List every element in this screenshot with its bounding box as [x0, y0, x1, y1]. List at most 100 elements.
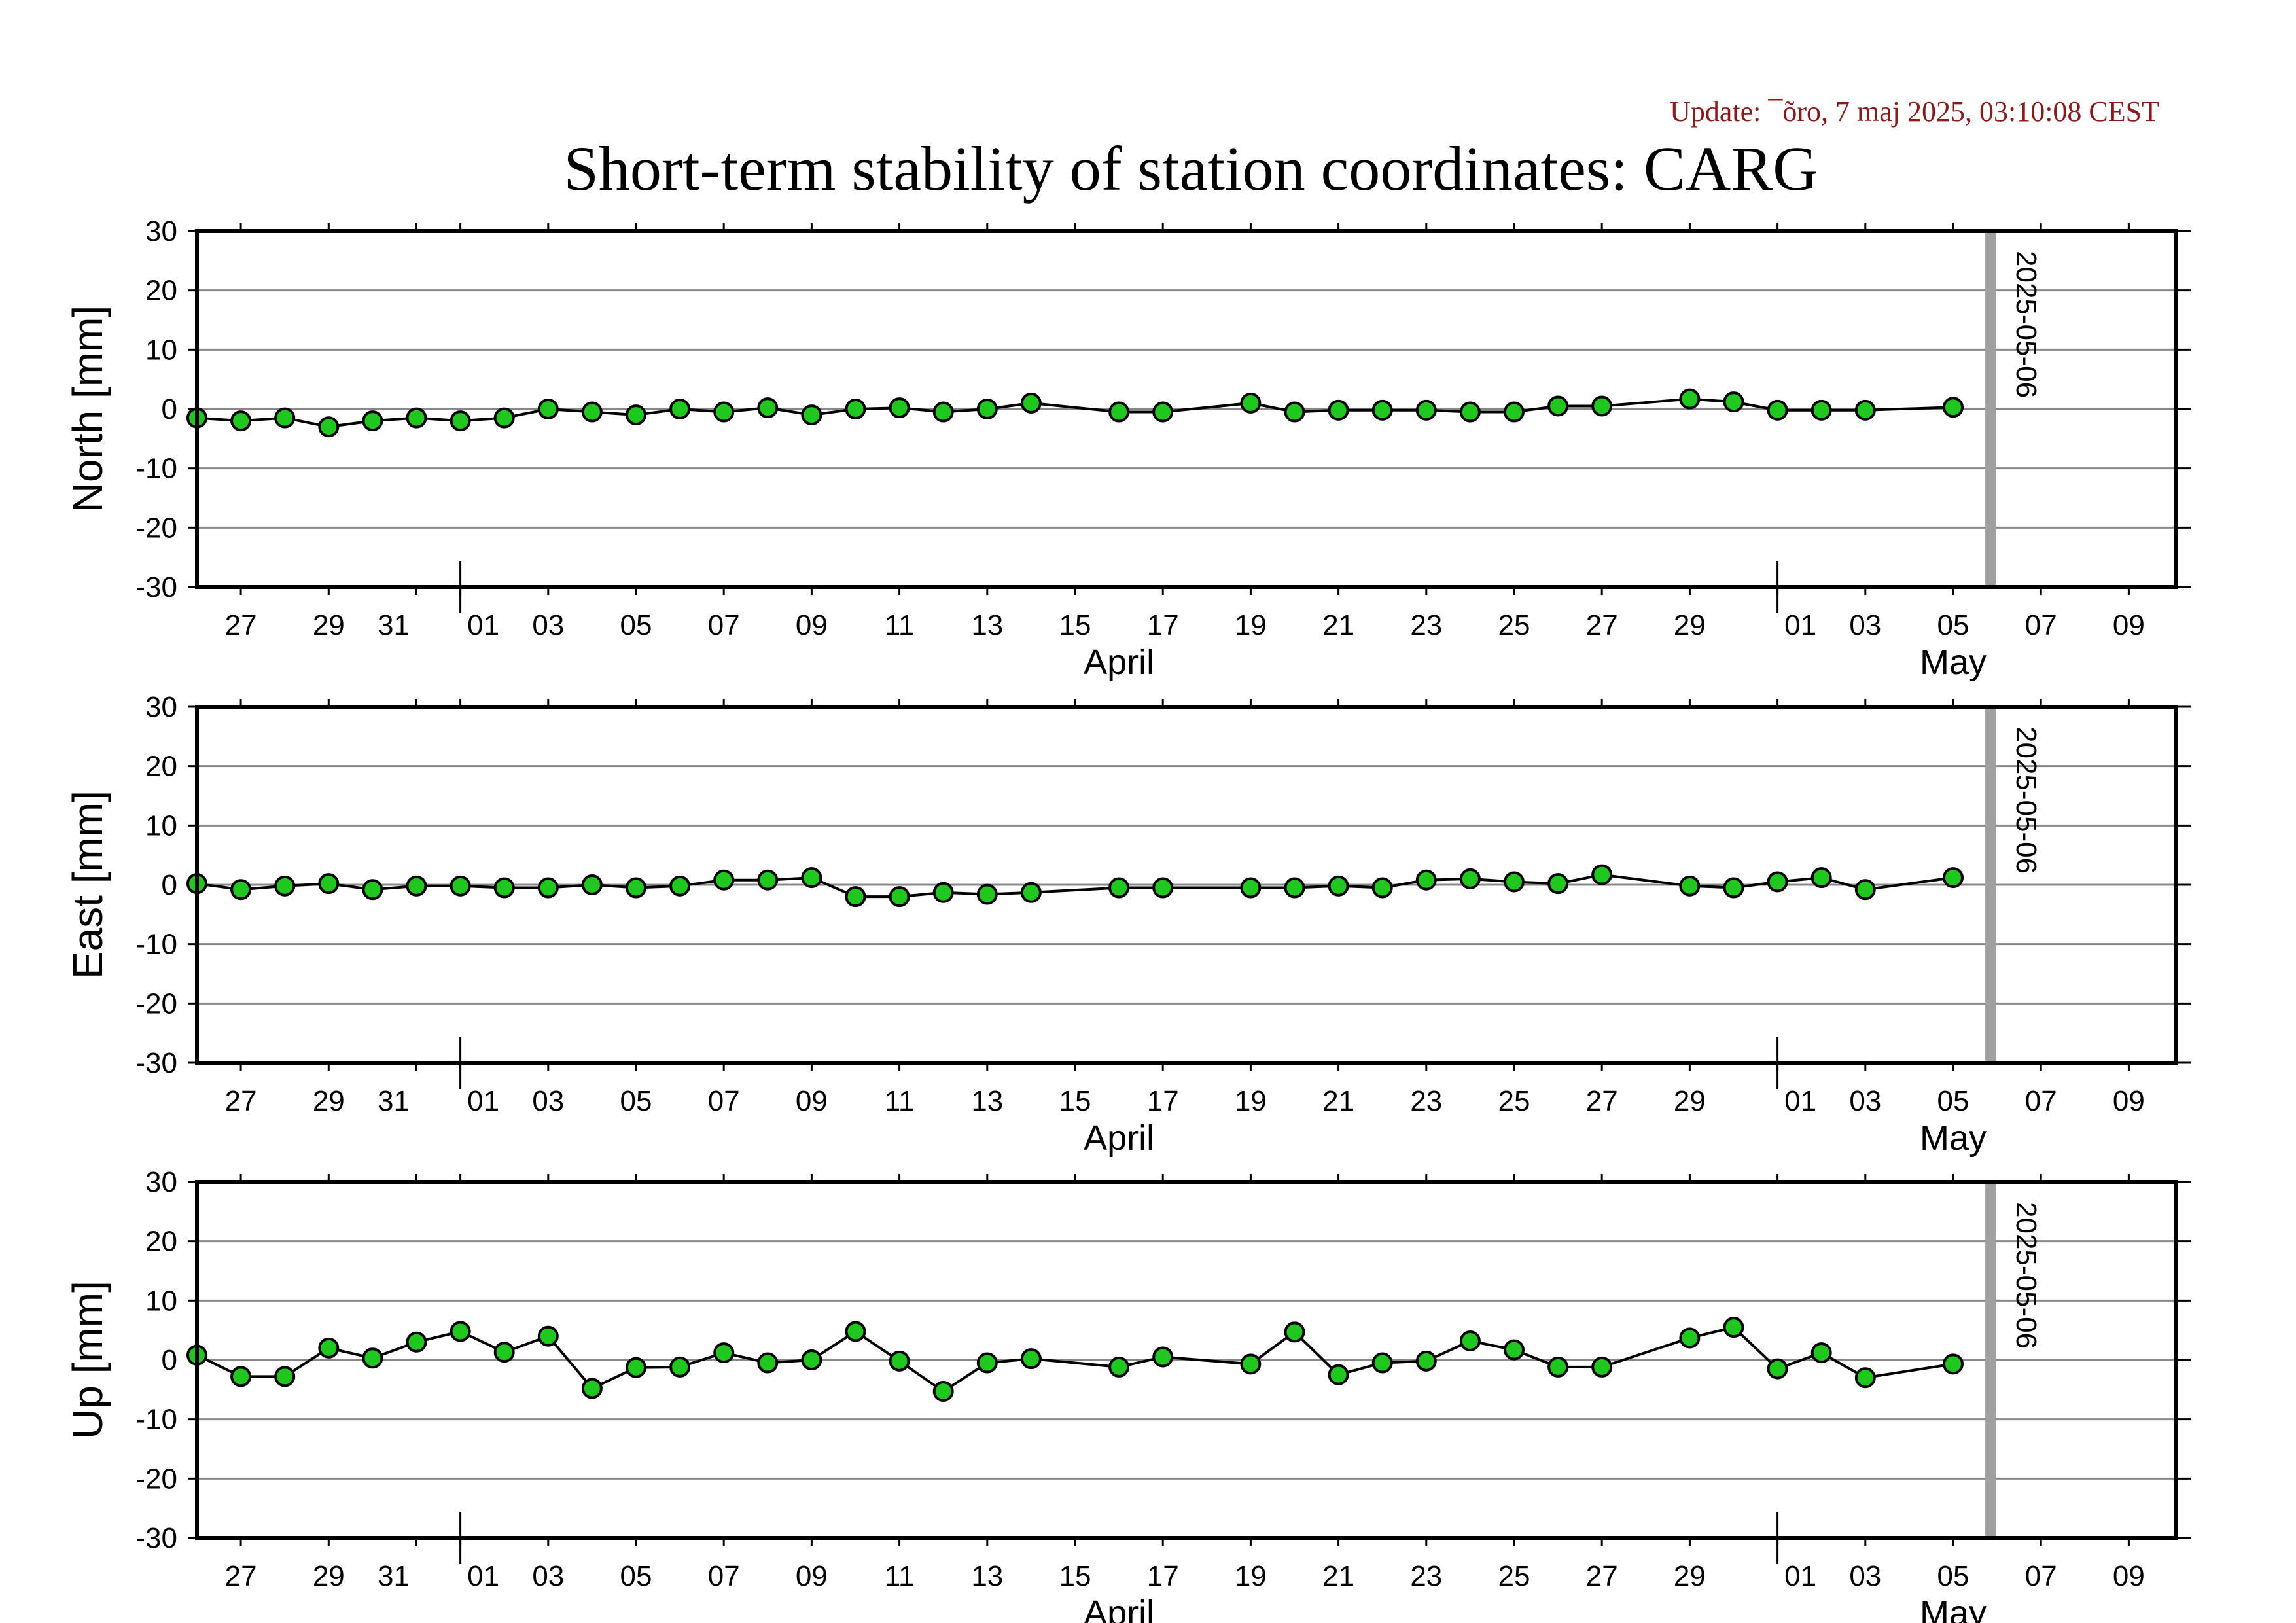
data-point [493, 407, 515, 429]
x-month-label: April [1084, 643, 1154, 682]
x-tick-label: 05 [1937, 1560, 1969, 1592]
y-tick-label: 0 [162, 393, 177, 425]
data-point [1020, 392, 1042, 414]
data-point [274, 1366, 296, 1387]
x-tick-label: 19 [1235, 609, 1267, 641]
data-point [274, 407, 296, 429]
x-tick-label: 27 [225, 609, 257, 641]
data-point [1415, 1350, 1437, 1372]
data-point [1504, 1339, 1525, 1361]
data-point [626, 404, 646, 426]
data-point [889, 397, 910, 419]
x-tick-label: 09 [796, 609, 828, 641]
data-point [362, 879, 383, 901]
x-tick-label: 25 [1498, 1085, 1530, 1117]
data-point [757, 397, 779, 419]
x-tick-label: 01 [467, 1560, 499, 1592]
data-point [1371, 1352, 1393, 1374]
data-point [1943, 1353, 1964, 1375]
x-tick-label: 07 [2025, 1085, 2057, 1117]
data-point [1504, 871, 1525, 893]
x-tick-label: 01 [1784, 609, 1816, 641]
today-marker-label: 2025-05-06 [2010, 726, 2042, 874]
panels: 30 20 10 0 -10 -20 -30 2025-05-06 27 29 31 01 03 05 07… [64, 215, 2191, 1623]
data-point [1679, 875, 1701, 897]
x-tick-label: 31 [378, 1560, 410, 1592]
today-marker-label: 2025-05-06 [2010, 1202, 2042, 1349]
x-tick-label: 23 [1410, 1560, 1442, 1592]
data-point [1854, 879, 1876, 901]
y-tick-label: 30 [145, 691, 177, 723]
data-point [230, 879, 252, 901]
x-tick-label: 23 [1410, 1085, 1442, 1117]
data-point [1591, 864, 1613, 885]
x-tick-label: 23 [1410, 609, 1442, 641]
x-tick-label: 15 [1059, 609, 1091, 641]
x-tick-label: 27 [225, 1085, 257, 1117]
data-point [318, 873, 340, 895]
data-point [1459, 401, 1481, 423]
x-tick-label: 03 [532, 1085, 564, 1117]
x-tick-label: 29 [313, 609, 345, 641]
data-point [1723, 1317, 1744, 1338]
x-tick-label: 29 [1674, 1560, 1706, 1592]
data-point [1854, 1367, 1876, 1389]
data-point [1810, 1342, 1832, 1364]
data-point [1284, 1321, 1305, 1343]
x-month-label: May [1920, 1594, 1987, 1623]
data-point [1240, 1353, 1262, 1375]
data-point [1371, 877, 1393, 899]
x-tick-label: 31 [378, 609, 410, 641]
data-point [406, 1331, 427, 1353]
data-point [1679, 388, 1701, 410]
y-tick-label: -20 [135, 1463, 177, 1495]
data-point [1328, 399, 1349, 421]
x-tick-label: 09 [2113, 609, 2145, 641]
data-point [713, 401, 735, 423]
data-point [1723, 391, 1744, 413]
x-tick-label: 09 [796, 1085, 828, 1117]
data-point [845, 886, 866, 908]
data-point [889, 1350, 910, 1372]
data-point [889, 886, 910, 908]
data-point [230, 1366, 252, 1387]
y-tick-label: -30 [135, 1522, 177, 1554]
x-month-label: May [1920, 1118, 1987, 1158]
data-point [669, 1356, 691, 1378]
data-point [1108, 877, 1130, 899]
panel-0: 30 20 10 0 -10 -20 -30 2025-05-06 27 29 31 01 03 05 07… [64, 215, 2191, 682]
x-tick-label: 07 [708, 1085, 740, 1117]
data-point [318, 416, 340, 438]
data-point [1020, 1348, 1042, 1370]
data-point [1152, 401, 1174, 423]
x-tick-label: 05 [620, 1085, 652, 1117]
data-point [1240, 877, 1262, 899]
x-tick-label: 17 [1147, 1085, 1179, 1117]
data-point [493, 877, 515, 899]
update-timestamp: Update: ¯õro, 7 maj 2025, 03:10:08 CEST [1670, 96, 2159, 128]
data-point [932, 882, 954, 903]
x-tick-label: 09 [796, 1560, 828, 1592]
data-point [1371, 399, 1393, 421]
y-tick-label: -10 [135, 1404, 177, 1436]
x-tick-label: 27 [1586, 1560, 1618, 1592]
x-tick-label: 01 [1784, 1560, 1816, 1592]
data-point [1767, 1358, 1788, 1380]
x-month-label: April [1084, 1118, 1154, 1158]
x-tick-label: 25 [1498, 609, 1530, 641]
data-point [932, 1381, 954, 1402]
data-point [1152, 877, 1174, 899]
data-point [801, 867, 822, 889]
y-tick-label: -20 [135, 512, 177, 544]
data-point [1415, 399, 1437, 421]
data-point [1547, 1356, 1569, 1378]
data-point [1328, 1364, 1349, 1385]
data-point [976, 1352, 998, 1374]
data-point [1020, 882, 1042, 903]
x-tick-label: 07 [708, 1560, 740, 1592]
x-tick-label: 13 [971, 1085, 1003, 1117]
x-tick-label: 25 [1498, 1560, 1530, 1592]
data-point [537, 877, 559, 899]
x-tick-label: 03 [532, 609, 564, 641]
data-point [362, 410, 383, 432]
